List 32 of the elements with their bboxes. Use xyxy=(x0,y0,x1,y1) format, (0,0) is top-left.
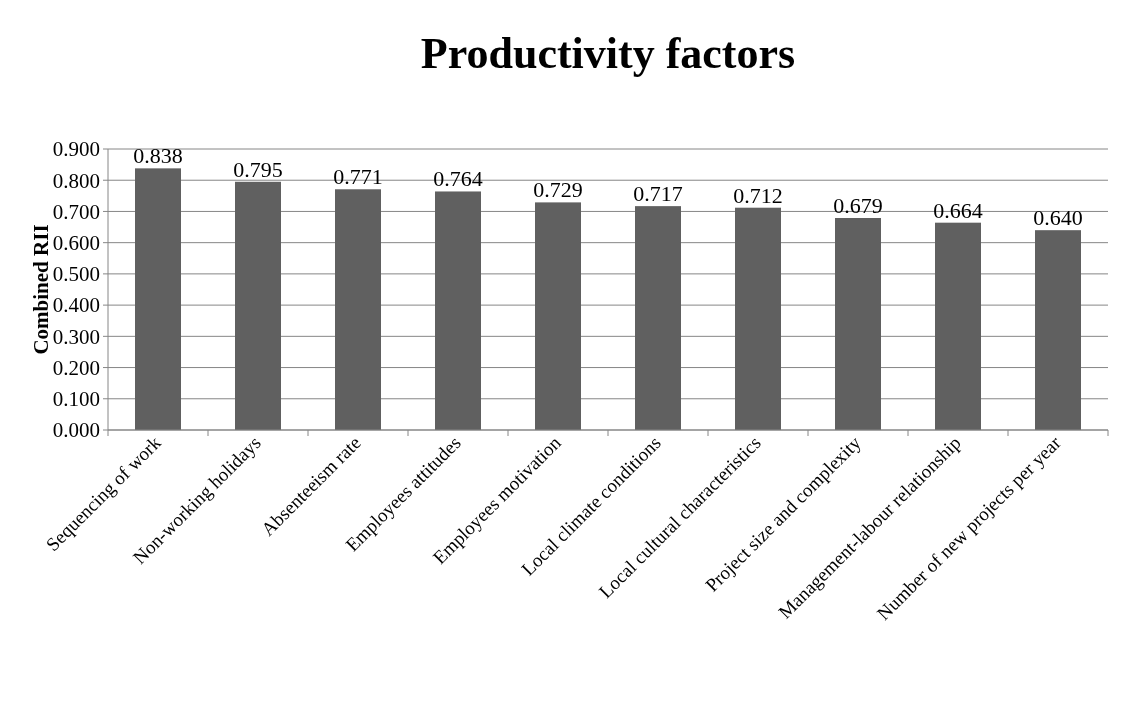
data-label: 0.679 xyxy=(833,193,883,218)
bar xyxy=(535,202,581,430)
y-tick-label: 0.400 xyxy=(52,293,100,318)
data-label: 0.729 xyxy=(533,177,583,203)
data-label: 0.717 xyxy=(633,181,683,207)
data-label: 0.664 xyxy=(933,197,983,223)
bar xyxy=(735,207,781,430)
bar xyxy=(835,218,881,430)
data-label: 0.712 xyxy=(733,182,783,208)
bar xyxy=(1035,230,1081,430)
y-tick-label: 0.100 xyxy=(52,387,100,412)
y-axis-title: Combined RII xyxy=(29,224,53,355)
y-tick-label: 0.800 xyxy=(52,168,100,193)
y-tick-label: 0.300 xyxy=(52,324,100,349)
y-tick-label: 0.700 xyxy=(52,199,100,224)
y-tick-label: 0.600 xyxy=(52,231,100,256)
data-label: 0.795 xyxy=(233,156,283,182)
y-tick-label: 0.900 xyxy=(52,137,100,162)
y-tick-label: 0.500 xyxy=(52,262,100,287)
data-label: 0.771 xyxy=(333,164,383,190)
bar xyxy=(635,206,681,430)
chart-title: Productivity factors xyxy=(420,29,796,78)
bar xyxy=(235,181,281,430)
bar xyxy=(335,189,381,430)
data-label: 0.640 xyxy=(1033,205,1083,231)
bar xyxy=(435,191,481,430)
y-tick-label: 0.200 xyxy=(52,355,100,380)
data-label: 0.764 xyxy=(433,166,483,192)
y-tick-label: 0.000 xyxy=(52,418,100,443)
bar xyxy=(135,168,181,430)
bar xyxy=(935,222,981,430)
data-label: 0.838 xyxy=(133,143,183,169)
